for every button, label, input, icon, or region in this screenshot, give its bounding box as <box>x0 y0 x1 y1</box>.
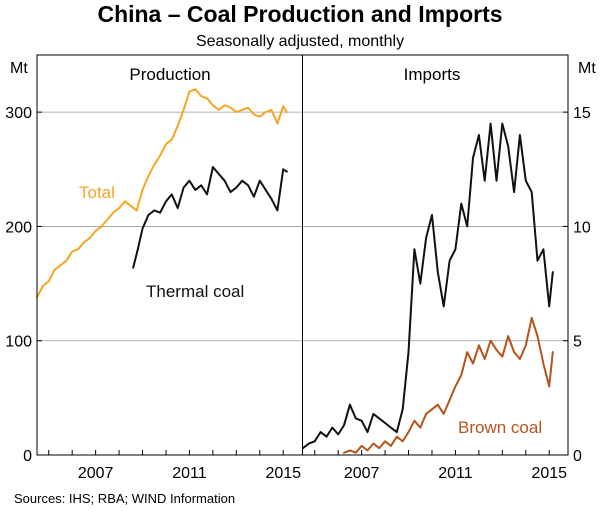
series-line-brown-coal <box>343 316 554 454</box>
x-ticks: 2007 2011 2015 2007 2011 2015 <box>48 450 567 482</box>
series-layer <box>36 88 554 454</box>
gridlines <box>37 111 568 342</box>
x-tick-label: 2015 <box>265 465 301 482</box>
x-tick-label: 2011 <box>172 465 207 482</box>
chart-title: China – Coal Production and Imports <box>97 1 502 27</box>
left-axis-unit: Mt <box>10 60 28 77</box>
y-tick-label-left: 0 <box>23 448 32 465</box>
series-label-thermal-coal: Thermal coal <box>146 282 244 301</box>
chart-subtitle: Seasonally adjusted, monthly <box>196 33 404 50</box>
y-tick-label-left: 200 <box>5 219 32 236</box>
series-line-thermal-coal <box>132 166 288 269</box>
x-tick-label: 2007 <box>344 465 380 482</box>
y-tick-label-left: 300 <box>5 105 32 122</box>
right-axis-unit-label: Mt <box>578 60 596 77</box>
right-y-ticks: 0 5 10 15 <box>563 105 591 465</box>
y-tick-label-right: 10 <box>573 219 591 236</box>
x-tick-label: 2011 <box>438 465 473 482</box>
x-tick-label: 2007 <box>78 465 114 482</box>
panel-title-imports: Imports <box>404 65 461 84</box>
y-tick-label-right: 15 <box>573 105 591 122</box>
left-axis-unit-label: Mt <box>10 60 28 77</box>
series-line-total <box>36 88 288 299</box>
y-tick-label-right: 0 <box>573 448 582 465</box>
y-tick-label-left: 100 <box>5 334 32 351</box>
x-tick-label: 2015 <box>531 465 567 482</box>
right-axis-unit: Mt <box>578 60 596 77</box>
left-y-ticks: 0 100 200 300 <box>5 105 42 465</box>
series-label-brown-coal: Brown coal <box>458 418 542 437</box>
panel-title-production: Production <box>129 65 210 84</box>
y-tick-label-right: 5 <box>573 334 582 351</box>
series-line-imports-total <box>302 122 554 450</box>
series-label-total: Total <box>79 183 115 202</box>
source-note: Sources: IHS; RBA; WIND Information <box>14 491 235 506</box>
